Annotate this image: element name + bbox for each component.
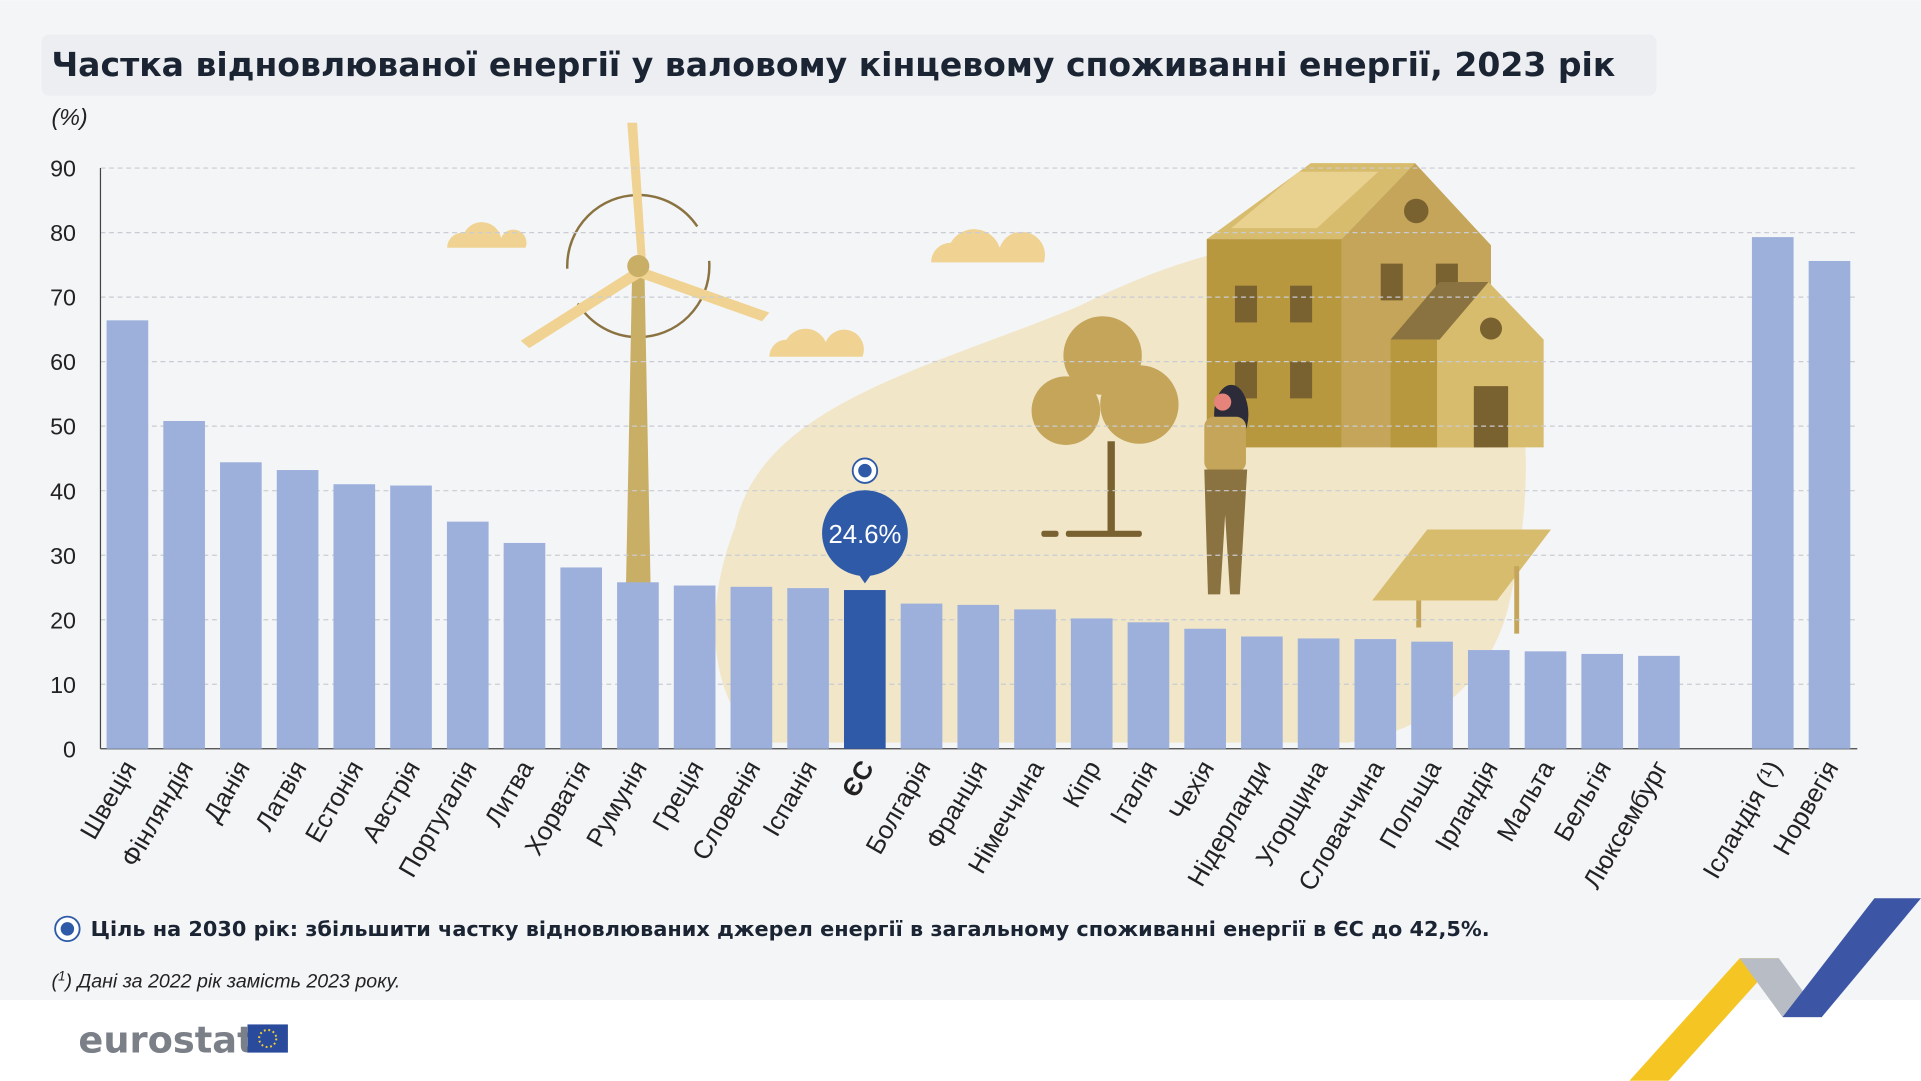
corner-decoration xyxy=(1629,898,1921,1081)
eu-flag-icon xyxy=(247,1024,288,1053)
y-axis-ticks: 0 10 20 30 40 50 60 70 80 90 xyxy=(50,156,76,763)
person-icon xyxy=(1204,384,1249,595)
y-tick-label: 30 xyxy=(50,543,76,569)
wind-turbine-icon xyxy=(520,122,770,584)
bar xyxy=(1184,628,1226,749)
bar xyxy=(1127,622,1170,749)
house-icon xyxy=(1206,163,1544,448)
y-tick-label: 70 xyxy=(50,285,76,311)
bar xyxy=(446,521,489,749)
bar xyxy=(560,567,603,749)
footnote: (1) Дані за 2022 рік замість 2023 року. xyxy=(51,968,400,992)
bar xyxy=(1467,650,1510,749)
y-tick-label: 60 xyxy=(50,349,76,375)
bar xyxy=(163,420,205,749)
bar xyxy=(787,588,829,749)
bar xyxy=(1411,641,1453,749)
bar xyxy=(1014,609,1056,749)
footnote-mark: 1 xyxy=(58,968,65,983)
y-tick-label: 10 xyxy=(50,672,76,698)
target-icon xyxy=(60,922,75,936)
eu-value-label: 24.6% xyxy=(828,521,901,549)
bar xyxy=(900,603,943,749)
y-tick-label: 50 xyxy=(50,414,76,440)
bar xyxy=(1070,618,1113,749)
bar xyxy=(503,542,546,749)
bars xyxy=(106,237,1851,749)
bar xyxy=(276,470,319,749)
y-tick-label: 20 xyxy=(50,607,76,633)
bar xyxy=(843,590,886,749)
bar xyxy=(333,484,376,749)
bar xyxy=(220,462,262,749)
bar xyxy=(1524,651,1567,749)
bar xyxy=(957,604,1000,749)
bar xyxy=(1751,237,1794,749)
footnote-text: Дані за 2022 рік замість 2023 року. xyxy=(75,971,400,993)
unit-label: (%) xyxy=(51,104,87,130)
target-note-text: Ціль на 2030 рік: збільшити частку відно… xyxy=(91,917,1490,941)
y-tick-label: 0 xyxy=(63,736,76,762)
bar xyxy=(673,585,716,749)
logo-text: eurostat xyxy=(78,1019,254,1062)
solar-panel-icon xyxy=(1372,529,1552,634)
bar xyxy=(1638,655,1680,749)
target-icon xyxy=(858,463,872,478)
eurostat-logo: eurostat xyxy=(78,1019,288,1062)
bar xyxy=(1241,636,1283,749)
tree-icon xyxy=(1031,316,1179,537)
bar xyxy=(730,586,773,749)
bar xyxy=(1808,260,1851,749)
cloud-icon xyxy=(447,222,1045,357)
bar xyxy=(390,485,432,749)
bar xyxy=(1581,653,1624,749)
target-note: Ціль на 2030 рік: збільшити частку відно… xyxy=(54,915,1490,943)
chart-title: Частка відновлюваної енергії у валовому … xyxy=(51,45,1615,84)
y-tick-label: 40 xyxy=(50,478,76,504)
bar xyxy=(106,320,149,749)
svg-text:(1) Дані за 2022 рік замість 2: (1) Дані за 2022 рік замість 2023 року. xyxy=(51,968,400,992)
y-tick-label: 80 xyxy=(50,220,76,246)
eu-callout: 24.6% xyxy=(822,457,908,584)
bar xyxy=(617,582,659,749)
bar xyxy=(1297,638,1340,749)
bar xyxy=(1354,639,1397,749)
y-tick-label: 90 xyxy=(50,156,76,182)
title-background xyxy=(41,34,1657,96)
